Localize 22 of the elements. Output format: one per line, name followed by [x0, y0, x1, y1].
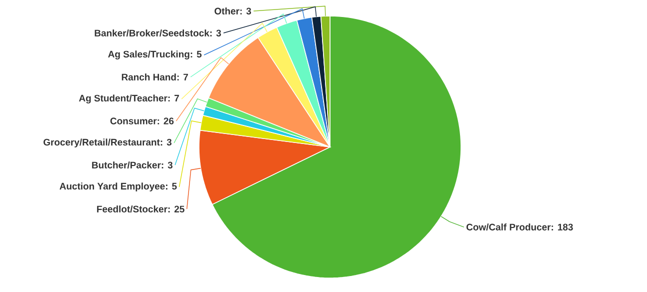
data-label: : 25 — [168, 206, 184, 212]
slice-label: Other — [214, 8, 240, 14]
data-label: : 3 — [162, 162, 172, 168]
slice-label: Banker/Broker/Seedstock — [94, 29, 210, 37]
slice-label: Feedlot/Stocker — [97, 205, 168, 213]
data-label: : 7 — [177, 74, 188, 80]
data-label: : 26 — [158, 118, 174, 124]
data-label: : 5 — [166, 182, 177, 190]
data-label: : 7 — [168, 94, 179, 102]
data-label: : 183 — [552, 224, 573, 230]
slice-label: Grocery/Retail/Restaurant — [44, 138, 160, 148]
slice-label: Ag Student/Teacher — [78, 94, 168, 104]
slice-label: Ranch Hand — [122, 74, 176, 80]
data-label: : 3 — [160, 138, 172, 146]
data-label: : 3 — [210, 30, 221, 36]
slice-label: Cow/Calf Producer — [466, 223, 551, 231]
slice-label: Auction Yard Employee — [60, 182, 165, 192]
slice-label: Butcher/Packer — [92, 161, 161, 169]
slice-label: Consumer — [110, 118, 157, 124]
data-label: : 5 — [190, 50, 202, 58]
data-label: : 3 — [240, 8, 252, 14]
slice-label: Ag Sales/Trucking — [108, 50, 190, 60]
